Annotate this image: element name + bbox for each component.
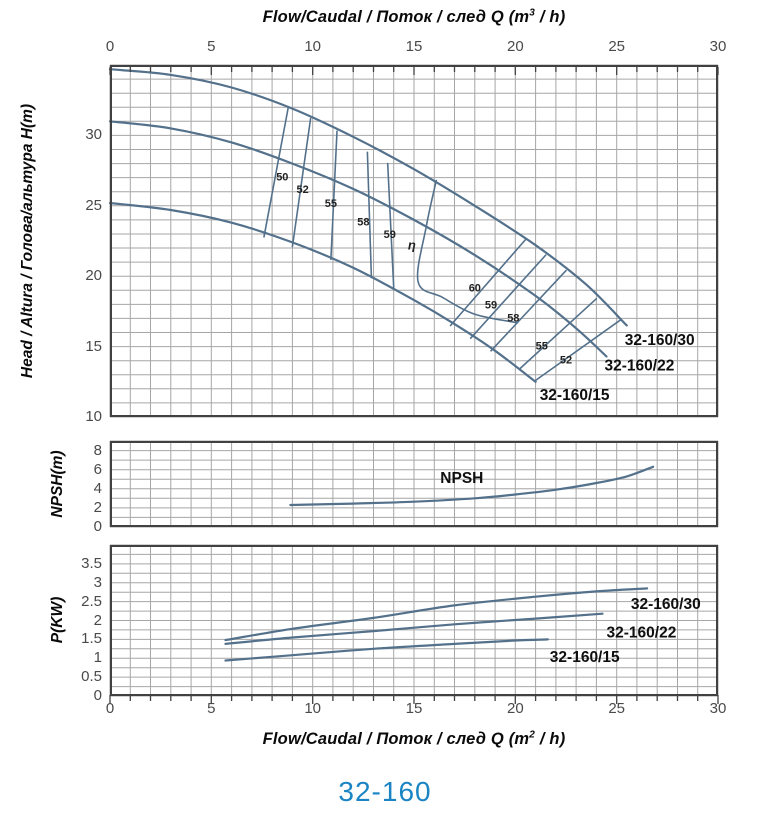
efficiency-label-59: 59 — [384, 229, 396, 241]
efficiency-label-η: η — [408, 237, 416, 252]
efficiency-line-59 — [469, 254, 547, 339]
x-tick-label-top-25: 25 — [608, 38, 625, 55]
curve-32-160/22 — [224, 612, 604, 645]
x-tick-label-top-15: 15 — [405, 38, 423, 55]
power-y-tick-label-1: 1 — [93, 649, 102, 667]
curve-32-160/15 — [108, 201, 537, 383]
bottom-x-axis-title-sup: 2 — [529, 729, 536, 741]
power-y-tick-label-0: 0 — [93, 687, 102, 704]
npsh-y-tick-label-2: 2 — [93, 498, 102, 516]
efficiency-label-52: 52 — [560, 355, 572, 367]
efficiency-line-52 — [534, 319, 622, 382]
top-x-axis-title-sup: 3 — [529, 7, 536, 19]
head-y-tick-label-15: 15 — [85, 337, 102, 355]
x-tick-label-bottom-5: 5 — [207, 700, 216, 717]
curve-32-160/15 — [224, 638, 549, 662]
curve-32-160/30 — [224, 587, 649, 642]
efficiency-label-52: 52 — [297, 184, 309, 196]
efficiency-line-55 — [330, 130, 338, 261]
head-y-tick-label-30: 30 — [85, 126, 102, 144]
efficiency-line-55 — [518, 297, 598, 370]
head-chart-svg: 50 52 55 58 59 η 60 59 58 55 52 32-160/30 32-160/22 3… — [108, 64, 719, 418]
head-axis-ticks — [109, 67, 719, 75]
x-tick-label-bottom-15: 15 — [405, 700, 423, 717]
curve-NPSH — [289, 465, 655, 507]
efficiency-line-η — [416, 179, 519, 324]
x-tick-label-bottom-25: 25 — [608, 700, 625, 717]
npsh-y-tick-label-8: 8 — [93, 441, 102, 459]
efficiency-label-59: 59 — [485, 300, 497, 312]
power-axis-ticks — [109, 695, 719, 704]
curve-label-32-160/30: 32-160/30 — [625, 332, 695, 349]
top-x-axis-title-text: Flow/Caudal / Поток / след Q (m — [262, 8, 530, 26]
efficiency-line-59 — [386, 162, 395, 289]
curve-label-32-160/22: 32-160/22 — [607, 625, 677, 642]
efficiency-line-58 — [366, 151, 373, 279]
power-y-tick-label-3: 3 — [93, 573, 102, 591]
curve-label-32-160/15: 32-160/15 — [540, 387, 610, 404]
power-y-tick-label-2: 2 — [93, 611, 102, 629]
npsh-gridlines — [109, 440, 719, 528]
bottom-x-axis-title-unit: / h) — [535, 730, 566, 748]
efficiency-label-55: 55 — [325, 198, 337, 210]
x-tick-label-top-20: 20 — [506, 38, 524, 55]
efficiency-label-50: 50 — [276, 172, 288, 184]
curve-32-160/22 — [108, 120, 608, 358]
head-plot-border — [110, 65, 718, 417]
x-tick-label-top-5: 5 — [207, 38, 216, 55]
x-tick-label-bottom-0: 0 — [105, 700, 115, 717]
npsh-y-tick-label-0: 0 — [93, 518, 102, 535]
top-x-axis-title: Flow/Caudal / Поток / след Q (m3 / h) — [110, 8, 718, 27]
power-y-tick-label-2.5: 2.5 — [81, 592, 102, 610]
efficiency-line-58 — [490, 269, 567, 352]
curves-group — [108, 68, 628, 383]
power-y-tick-label-1.5: 1.5 — [81, 630, 102, 648]
curve-label-32-160/30: 32-160/30 — [631, 596, 701, 613]
npsh-plot-border — [110, 441, 718, 527]
efficiency-label-58: 58 — [357, 217, 369, 229]
efficiency-line-50 — [263, 106, 290, 238]
x-tick-label-top-30: 30 — [709, 38, 727, 55]
pump-model-title: 32-160 — [338, 776, 432, 807]
curve-label-32-160/15: 32-160/15 — [550, 649, 620, 666]
head-y-tick-label-10: 10 — [85, 408, 102, 425]
power-y-tick-label-0.5: 0.5 — [81, 668, 102, 686]
efficiency-label-60: 60 — [469, 283, 481, 295]
x-tick-label-top-0: 0 — [105, 38, 115, 55]
head-gridlines — [109, 64, 719, 418]
power-y-tick-label-3.5: 3.5 — [81, 554, 102, 572]
efficiency-lines — [263, 106, 622, 382]
efficiency-line-52 — [291, 117, 312, 248]
efficiency-label-55: 55 — [536, 340, 548, 352]
npsh-y-tick-label-4: 4 — [93, 479, 102, 497]
head-y-tick-label-20: 20 — [85, 267, 102, 285]
x-tick-label-bottom-30: 30 — [709, 700, 727, 717]
npsh-chart-svg: NPSH — [109, 440, 719, 528]
efficiency-line-60 — [449, 238, 527, 327]
top-x-axis-title-unit: / h) — [535, 8, 566, 26]
bottom-x-axis-title-text: Flow/Caudal / Поток / след Q (m — [262, 730, 530, 748]
curve-label-32-160/22: 32-160/22 — [605, 358, 675, 375]
efficiency-label-58: 58 — [507, 312, 519, 324]
head-y-axis-title: Head / Altura / Голова/альтура H(m) — [19, 103, 36, 379]
curve-label-NPSH: NPSH — [440, 470, 483, 487]
power-gridlines — [109, 544, 719, 697]
x-tick-label-bottom-20: 20 — [506, 700, 524, 717]
curves-group — [289, 465, 655, 507]
head-y-tick-label-25: 25 — [85, 196, 102, 214]
x-tick-label-bottom-10: 10 — [304, 700, 321, 717]
curve-32-160/30 — [108, 68, 628, 327]
x-tick-label-top-10: 10 — [304, 38, 321, 55]
power-chart-svg: 32-160/30 32-160/22 32-160/15 — [109, 544, 719, 704]
curves-group — [224, 587, 649, 662]
npsh-y-tick-label-6: 6 — [93, 460, 102, 478]
bottom-x-axis-title: Flow/Caudal / Поток / след Q (m2 / h) — [110, 730, 718, 749]
